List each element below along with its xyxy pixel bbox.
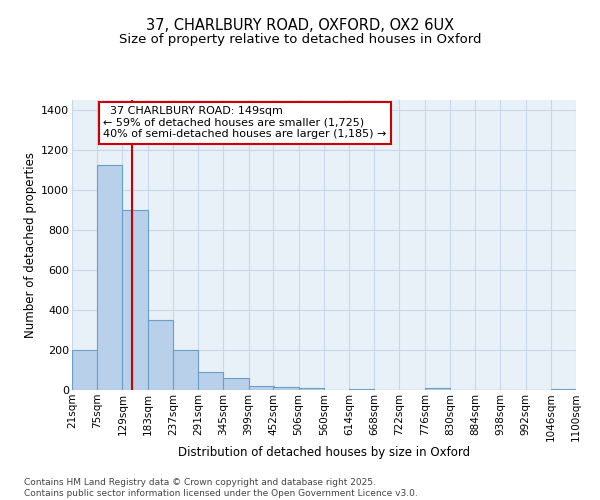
Bar [425, 388, 450, 390]
Text: 37 CHARLBURY ROAD: 149sqm  
← 59% of detached houses are smaller (1,725)
40% of : 37 CHARLBURY ROAD: 149sqm ← 59% of detac… [103, 106, 386, 139]
Bar [148, 320, 173, 390]
Bar [122, 210, 148, 390]
Bar [551, 389, 576, 390]
Bar [173, 350, 198, 390]
Text: 37, CHARLBURY ROAD, OXFORD, OX2 6UX: 37, CHARLBURY ROAD, OXFORD, OX2 6UX [146, 18, 454, 32]
Bar [248, 386, 274, 390]
X-axis label: Distribution of detached houses by size in Oxford: Distribution of detached houses by size … [178, 446, 470, 458]
Bar [97, 165, 122, 390]
Bar [72, 350, 97, 390]
Text: Size of property relative to detached houses in Oxford: Size of property relative to detached ho… [119, 32, 481, 46]
Text: Contains HM Land Registry data © Crown copyright and database right 2025.
Contai: Contains HM Land Registry data © Crown c… [24, 478, 418, 498]
Bar [274, 387, 299, 390]
Y-axis label: Number of detached properties: Number of detached properties [24, 152, 37, 338]
Bar [299, 388, 324, 390]
Bar [223, 378, 248, 390]
Bar [349, 389, 374, 390]
Bar [198, 372, 223, 390]
